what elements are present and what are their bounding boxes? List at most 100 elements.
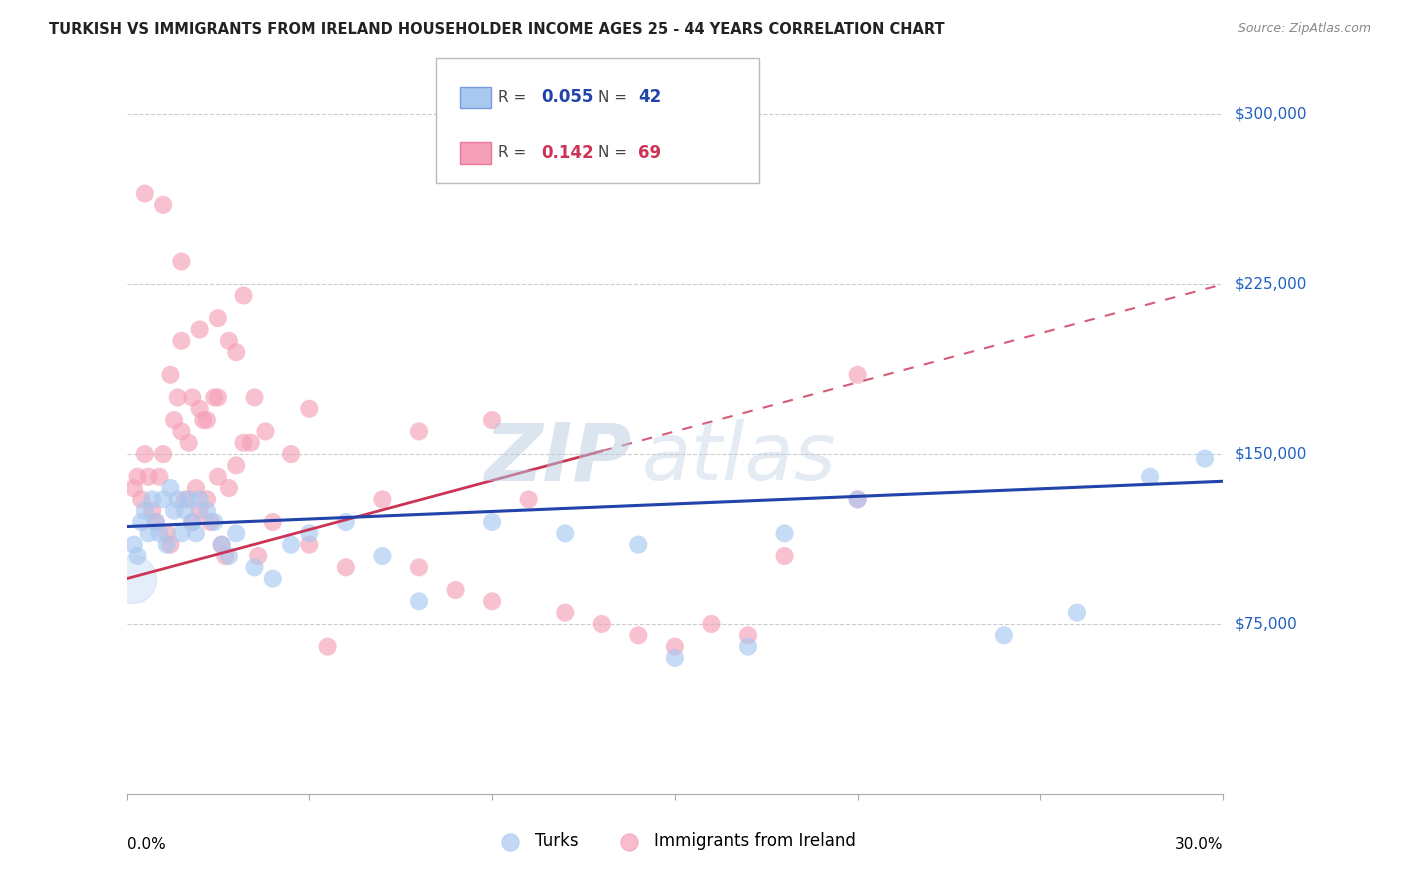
- Point: [335, 515, 357, 529]
- Point: [152, 492, 174, 507]
- Point: [122, 538, 145, 552]
- Point: [773, 549, 796, 563]
- Point: [152, 198, 174, 212]
- Point: [218, 549, 240, 563]
- Point: [218, 481, 240, 495]
- Point: [170, 425, 193, 439]
- Point: [232, 435, 254, 450]
- Point: [280, 538, 302, 552]
- Text: N =: N =: [598, 90, 631, 104]
- Text: N =: N =: [598, 145, 631, 161]
- Point: [408, 425, 430, 439]
- Point: [159, 538, 181, 552]
- Point: [481, 515, 503, 529]
- Text: atlas: atlas: [643, 419, 837, 498]
- Point: [232, 288, 254, 302]
- Point: [316, 640, 339, 654]
- Point: [846, 368, 869, 382]
- Point: [554, 526, 576, 541]
- Point: [280, 447, 302, 461]
- Point: [159, 481, 181, 495]
- Point: [225, 345, 247, 359]
- Point: [554, 606, 576, 620]
- Point: [1066, 606, 1088, 620]
- Point: [174, 492, 197, 507]
- Point: [177, 492, 200, 507]
- Point: [737, 628, 759, 642]
- Point: [207, 391, 229, 405]
- Point: [444, 582, 467, 597]
- Text: ZIP: ZIP: [484, 419, 631, 498]
- Point: [195, 413, 218, 427]
- Point: [152, 447, 174, 461]
- Point: [156, 526, 179, 541]
- Point: [591, 617, 613, 632]
- Point: [177, 435, 200, 450]
- Point: [138, 469, 160, 483]
- Point: [298, 526, 321, 541]
- Point: [335, 560, 357, 574]
- Point: [195, 504, 218, 518]
- Point: [207, 469, 229, 483]
- Point: [846, 492, 869, 507]
- Point: [138, 526, 160, 541]
- Point: [181, 515, 204, 529]
- Point: [141, 504, 163, 518]
- Text: $75,000: $75,000: [1234, 616, 1298, 632]
- Point: [170, 254, 193, 268]
- Text: $225,000: $225,000: [1234, 277, 1306, 292]
- Point: [184, 481, 207, 495]
- Point: [195, 492, 218, 507]
- Point: [188, 401, 211, 416]
- Point: [239, 435, 262, 450]
- Point: [188, 322, 211, 336]
- Point: [148, 469, 170, 483]
- Point: [134, 447, 156, 461]
- Point: [170, 334, 193, 348]
- Point: [145, 515, 167, 529]
- Point: [202, 391, 225, 405]
- Point: [298, 401, 321, 416]
- Point: [481, 594, 503, 608]
- Point: [773, 526, 796, 541]
- Point: [211, 538, 233, 552]
- Point: [700, 617, 723, 632]
- Point: [517, 492, 540, 507]
- Point: [148, 526, 170, 541]
- Point: [207, 311, 229, 326]
- Point: [181, 515, 204, 529]
- Point: [159, 368, 181, 382]
- Text: 42: 42: [638, 88, 662, 106]
- Point: [188, 504, 211, 518]
- Point: [243, 391, 266, 405]
- Point: [408, 560, 430, 574]
- Point: [247, 549, 270, 563]
- Text: R =: R =: [498, 90, 531, 104]
- Point: [184, 526, 207, 541]
- Point: [166, 391, 188, 405]
- Point: [145, 515, 167, 529]
- Point: [262, 515, 284, 529]
- Point: [193, 413, 215, 427]
- Point: [202, 515, 225, 529]
- Point: [846, 492, 869, 507]
- Point: [134, 504, 156, 518]
- Text: 0.0%: 0.0%: [127, 837, 166, 852]
- Point: [664, 651, 686, 665]
- Point: [408, 594, 430, 608]
- Text: R =: R =: [498, 145, 536, 161]
- Point: [134, 186, 156, 201]
- Point: [371, 549, 394, 563]
- Point: [737, 640, 759, 654]
- Point: [200, 515, 222, 529]
- Point: [156, 538, 179, 552]
- Point: [243, 560, 266, 574]
- Text: Source: ZipAtlas.com: Source: ZipAtlas.com: [1237, 22, 1371, 36]
- Point: [254, 425, 277, 439]
- Point: [121, 572, 143, 586]
- Point: [262, 572, 284, 586]
- Point: [163, 504, 186, 518]
- Text: 0.142: 0.142: [541, 144, 593, 161]
- Point: [129, 515, 152, 529]
- Point: [627, 628, 650, 642]
